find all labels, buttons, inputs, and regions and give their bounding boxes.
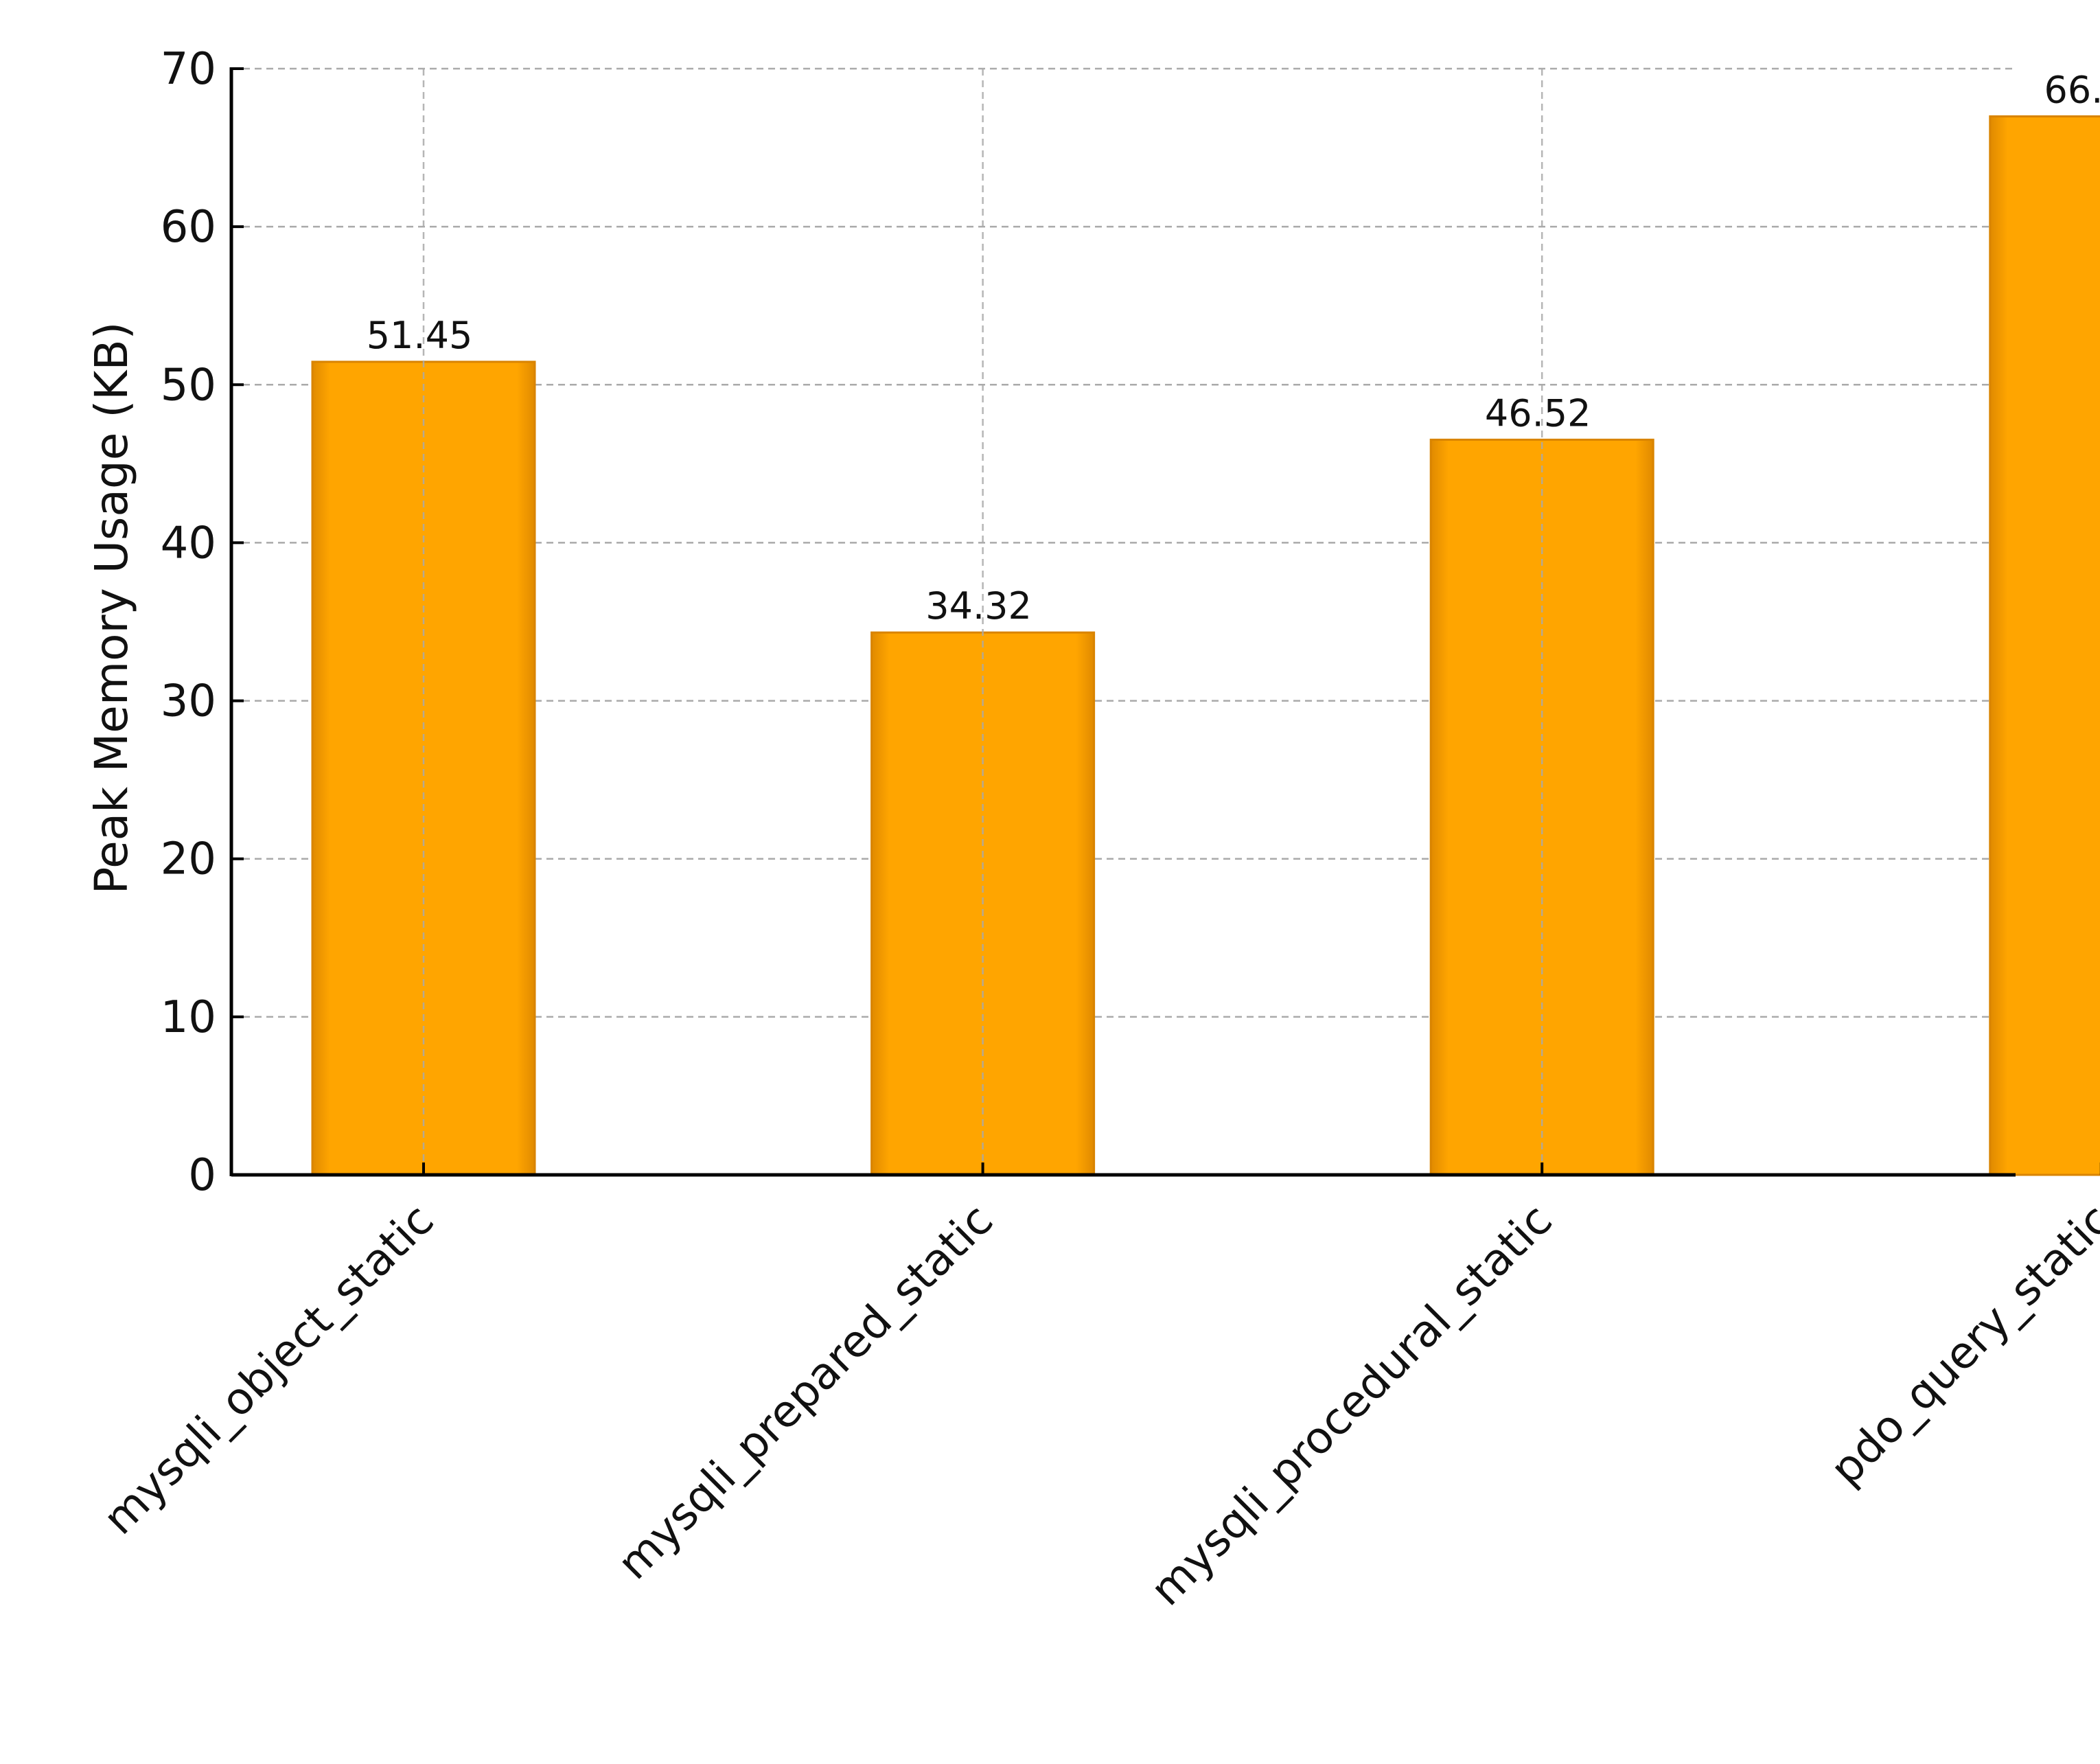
y-tick-label: 30 [161, 676, 216, 727]
y-tick-label: 50 [161, 360, 216, 411]
y-tick-label: 70 [161, 44, 216, 95]
axes [229, 67, 2100, 1177]
x-tick-label: mysqli_object_static [94, 1195, 444, 1545]
x-tick-label: mysqli_prepared_static [608, 1195, 1003, 1590]
y-tick-labels: 0 10 20 30 40 50 60 70 [161, 44, 216, 1201]
y-tick-label: 10 [161, 992, 216, 1043]
value-label: 46.52 [1485, 391, 1591, 435]
y-tick-label: 40 [161, 518, 216, 569]
value-label: 51.45 [367, 314, 473, 357]
value-label: 34.32 [925, 584, 1032, 628]
value-label: 66.98 [2044, 69, 2100, 112]
y-tick-label: 60 [161, 202, 216, 253]
y-tick-label: 20 [161, 834, 216, 885]
x-tick-label: mysqli_procedural_static [1141, 1195, 1562, 1616]
y-tick-label: 0 [188, 1150, 216, 1201]
x-tick-label: pdo_query_static [1821, 1195, 2100, 1496]
x-tick-labels: mysqli_object_static mysqli_prepared_stat… [94, 1195, 2100, 1616]
y-axis-title: Peak Memory Usage (KB) [85, 322, 138, 895]
vertical-grid-lines [422, 69, 1543, 1175]
bar [1989, 115, 2100, 1176]
